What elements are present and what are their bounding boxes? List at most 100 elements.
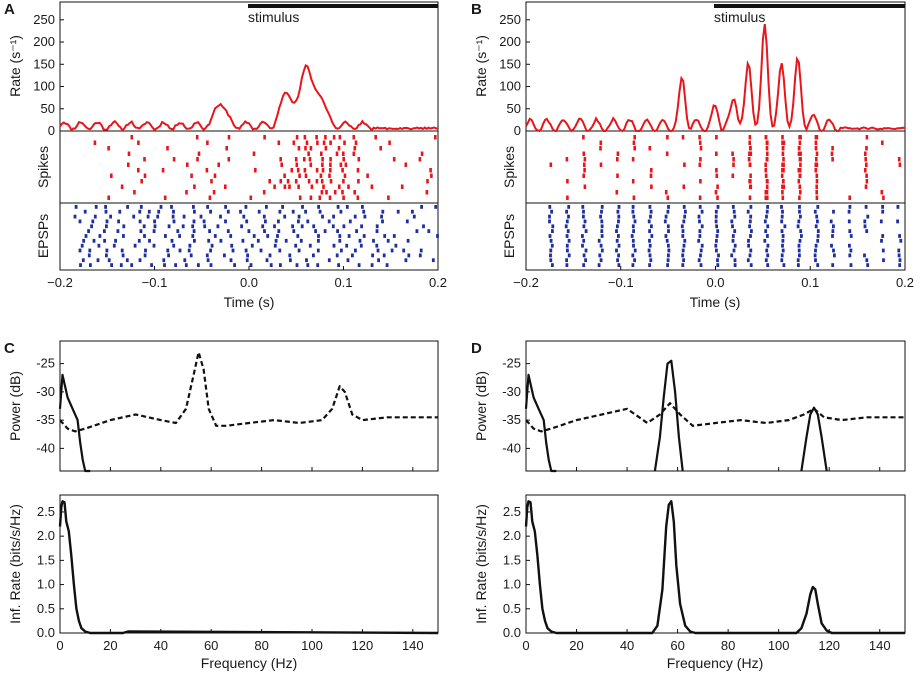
- epsp-mark: [122, 234, 125, 238]
- stimulus-label-b: stimulus: [714, 9, 765, 25]
- epsp-mark: [337, 263, 340, 267]
- epsp-mark: [765, 214, 768, 219]
- spike-mark: [765, 146, 769, 151]
- spike-mark: [166, 146, 169, 151]
- spike-mark: [664, 190, 668, 195]
- spike-mark: [764, 173, 768, 178]
- spike-mark: [864, 151, 867, 156]
- epsp-mark: [665, 238, 669, 243]
- rate-ytick-label-a: 50: [41, 101, 55, 116]
- spike-mark: [798, 195, 801, 200]
- epsp-mark: [781, 234, 785, 238]
- epsp-mark: [747, 238, 750, 243]
- spike-mark: [633, 135, 636, 140]
- info-ytick-label-d: 1.0: [503, 577, 521, 592]
- epsp-mark: [119, 263, 123, 267]
- epsp-mark: [138, 258, 142, 263]
- epsp-mark: [599, 243, 603, 248]
- epsp-mark: [848, 243, 851, 248]
- epsp-mark: [550, 243, 554, 248]
- spike-mark: [631, 157, 635, 162]
- spike-mark: [208, 195, 212, 200]
- epsp-mark: [798, 253, 801, 258]
- epsp-mark: [402, 248, 406, 253]
- spike-mark: [303, 135, 307, 140]
- info-ytick-label-c: 0.0: [37, 625, 55, 640]
- epsp-mark: [766, 253, 770, 258]
- epsp-mark: [750, 229, 753, 233]
- epsp-mark: [716, 258, 719, 263]
- spike-mark: [161, 168, 165, 173]
- epsp-mark: [104, 209, 108, 214]
- epsp-mark: [274, 238, 278, 243]
- rate-ytick-label-a: 150: [33, 56, 55, 71]
- spike-mark: [307, 151, 310, 156]
- spike-mark: [632, 140, 636, 145]
- epsp-mark: [176, 229, 180, 233]
- epsp-mark: [816, 205, 820, 209]
- info-y-ticks-c: 0.0 0.5 1.0 1.5 2.0 2.5: [37, 504, 64, 640]
- epsp-mark: [733, 214, 737, 219]
- epsp-mark: [600, 209, 603, 214]
- epsp-mark: [714, 219, 718, 224]
- epsp-mark: [731, 205, 735, 209]
- freq-xtick-label-c: 60: [204, 638, 218, 653]
- epsp-mark: [371, 253, 374, 258]
- spike-mark: [206, 140, 209, 145]
- epsp-mark: [682, 205, 686, 209]
- epsp-mark: [224, 219, 227, 224]
- epsp-mark: [667, 229, 670, 233]
- rate-ytick-label-a: 0: [48, 123, 55, 138]
- epsp-mark: [187, 248, 191, 253]
- spike-mark: [797, 179, 801, 184]
- epsp-mark: [715, 238, 718, 243]
- epsp-mark: [332, 243, 336, 248]
- spike-mark: [780, 173, 784, 178]
- spike-mark: [815, 151, 819, 156]
- epsp-mark: [192, 205, 195, 209]
- epsps-label-b: EPSPs: [501, 214, 517, 258]
- spike-mark: [781, 146, 785, 151]
- epsp-mark: [616, 224, 619, 229]
- spike-mark: [848, 195, 851, 200]
- epsp-mark: [427, 229, 431, 233]
- epsp-mark: [306, 219, 310, 224]
- spike-mark: [338, 184, 341, 189]
- epsp-mark: [796, 224, 800, 229]
- epsp-mark: [616, 209, 620, 214]
- spike-mark: [782, 179, 785, 184]
- epsp-mark: [375, 243, 379, 248]
- epsp-mark: [683, 214, 687, 219]
- epsp-mark: [897, 253, 901, 258]
- epsp-mark: [565, 209, 568, 214]
- epsp-mark: [600, 224, 604, 229]
- time-xtick-label-b: 0.1: [801, 275, 819, 290]
- epsp-mark: [335, 253, 339, 258]
- epsp-mark: [98, 234, 102, 238]
- epsp-mark: [376, 248, 380, 253]
- epsp-mark: [898, 234, 901, 238]
- epsp-mark: [192, 219, 196, 224]
- spike-mark: [279, 179, 283, 184]
- epsp-mark: [283, 214, 287, 219]
- spike-mark: [798, 135, 801, 140]
- time-xtick-label-b: −0.1: [608, 275, 634, 290]
- epsp-mark: [781, 243, 784, 248]
- spike-mark: [766, 179, 769, 184]
- spike-mark: [714, 190, 718, 195]
- epsp-mark: [684, 209, 687, 214]
- epsp-mark: [597, 238, 601, 243]
- spike-mark: [343, 140, 346, 145]
- spike-mark: [294, 157, 298, 162]
- epsp-mark: [681, 248, 685, 253]
- epsp-mark: [548, 234, 552, 238]
- epsp-mark: [291, 224, 294, 229]
- spike-mark: [699, 179, 702, 184]
- spike-mark: [749, 151, 753, 156]
- spike-mark: [582, 173, 585, 178]
- spike-mark: [715, 173, 719, 178]
- epsp-mark: [415, 229, 419, 233]
- epsp-mark: [209, 248, 212, 253]
- epsp-mark: [766, 263, 770, 267]
- spike-mark: [254, 168, 257, 173]
